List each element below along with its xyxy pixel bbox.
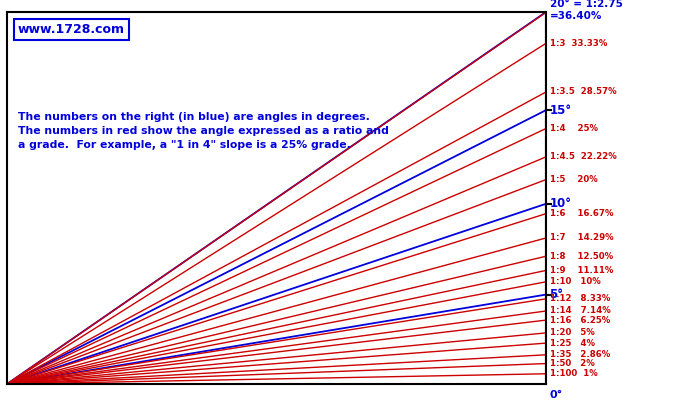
Text: 1:5    20%: 1:5 20%: [550, 175, 597, 184]
Text: 1:4.5  22.22%: 1:4.5 22.22%: [550, 152, 616, 161]
Text: 15°: 15°: [550, 104, 572, 117]
Text: 1:16   6.25%: 1:16 6.25%: [550, 316, 610, 325]
Text: 1:3  33.33%: 1:3 33.33%: [550, 39, 607, 48]
Text: 1:14   7.14%: 1:14 7.14%: [550, 306, 610, 316]
Text: 1:20   5%: 1:20 5%: [550, 328, 594, 337]
Text: 0°: 0°: [550, 390, 563, 400]
Text: 1:100  1%: 1:100 1%: [550, 369, 597, 378]
Text: 5°: 5°: [550, 288, 564, 301]
Text: 1:8    12.50%: 1:8 12.50%: [550, 252, 612, 261]
Text: 1:9    11.11%: 1:9 11.11%: [550, 266, 613, 275]
Text: www.1728.com: www.1728.com: [18, 23, 125, 36]
Text: 1:25   4%: 1:25 4%: [550, 339, 594, 348]
Text: 20° = 1:2.75
=36.40%: 20° = 1:2.75 =36.40%: [550, 0, 622, 21]
Text: 1:10   10%: 1:10 10%: [550, 277, 601, 286]
Text: 1:4    25%: 1:4 25%: [550, 124, 598, 133]
Text: 1:50   2%: 1:50 2%: [550, 359, 594, 368]
Text: 1:6    16.67%: 1:6 16.67%: [550, 209, 613, 218]
Text: 1:35   2.86%: 1:35 2.86%: [550, 350, 610, 359]
Text: 1:3.5  28.57%: 1:3.5 28.57%: [550, 88, 616, 96]
Text: 1:7    14.29%: 1:7 14.29%: [550, 234, 613, 242]
Text: The numbers on the right (in blue) are angles in degrees.
The numbers in red sho: The numbers on the right (in blue) are a…: [18, 112, 388, 150]
Text: 10°: 10°: [550, 197, 571, 210]
Text: 1:12   8.33%: 1:12 8.33%: [550, 294, 610, 303]
